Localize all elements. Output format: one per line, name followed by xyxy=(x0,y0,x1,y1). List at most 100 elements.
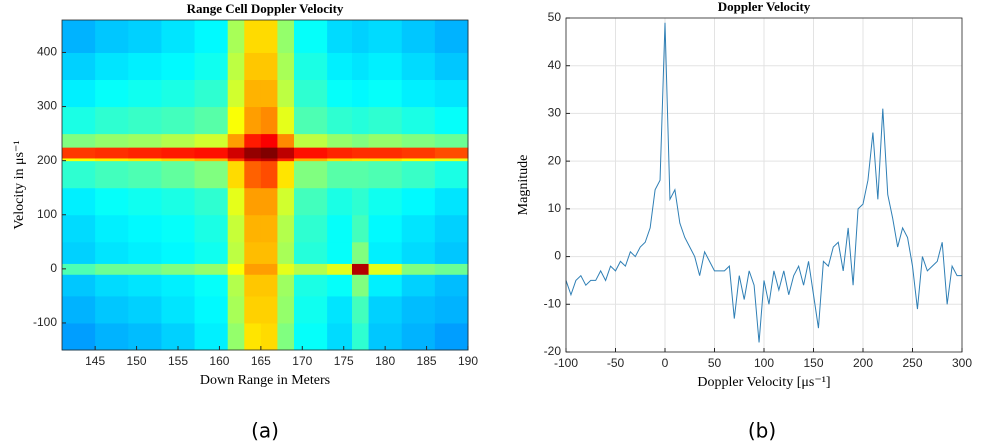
heatmap-cell xyxy=(227,20,245,53)
heatmap-cell xyxy=(352,160,370,189)
heatmap-cell xyxy=(352,187,370,216)
heatmap-cell xyxy=(194,52,229,81)
heatmap-cell xyxy=(128,322,162,351)
heatmap-cell xyxy=(62,106,96,135)
heatmap-cell xyxy=(161,133,196,148)
heatmap-cell xyxy=(434,106,469,135)
heatmap-cell xyxy=(368,106,403,135)
y-tick-label: 200 xyxy=(37,153,57,167)
heatmap-cell xyxy=(260,187,278,216)
heatmap-cell xyxy=(244,214,262,243)
heatmap-cell xyxy=(401,241,436,264)
heatmap-cell xyxy=(227,274,245,297)
y-tick-label: 100 xyxy=(37,207,57,221)
heatmap-cell xyxy=(368,52,403,81)
heatmap-cell xyxy=(294,263,328,275)
heatmap-cell xyxy=(95,147,129,159)
heatmap-cell xyxy=(434,157,469,162)
heatmap-cell xyxy=(294,214,328,243)
heatmap-cell xyxy=(194,133,229,148)
heatmap-cell xyxy=(260,241,278,264)
heatmap-cell xyxy=(401,79,436,108)
heatmap-cell xyxy=(244,106,262,135)
x-axis-label: Doppler Velocity [μs⁻¹] xyxy=(697,375,830,390)
heatmap-cell xyxy=(327,263,353,275)
heatmap-cell xyxy=(352,79,370,108)
heatmap-cell xyxy=(368,160,403,189)
heatmap-cell xyxy=(161,263,196,275)
x-tick-label: 0 xyxy=(662,356,669,370)
heatmap-cell xyxy=(161,160,196,189)
heatmap-cell xyxy=(62,157,96,162)
heatmap-cell xyxy=(260,263,278,275)
heatmap-cell xyxy=(227,295,245,324)
heatmap-cell xyxy=(227,147,245,159)
heatmap-cell xyxy=(401,52,436,81)
heatmap-cell xyxy=(434,322,469,351)
heatmap-cell xyxy=(401,187,436,216)
heatmap-cell xyxy=(327,322,353,351)
heatmap-cell xyxy=(227,214,245,243)
heatmap-cell xyxy=(161,214,196,243)
heatmap-cell xyxy=(62,322,96,351)
heatmap-cell xyxy=(352,263,370,275)
heatmap-cell xyxy=(227,160,245,189)
heatmap-cell xyxy=(194,263,229,275)
heatmap-cell xyxy=(294,241,328,264)
heatmap-cell xyxy=(128,52,162,81)
heatmap-cell xyxy=(277,241,295,264)
heatmap-cell xyxy=(227,187,245,216)
heatmap-cell xyxy=(161,106,196,135)
heatmap-cell xyxy=(260,133,278,148)
heatmap-cell xyxy=(368,322,403,351)
heatmap-cell xyxy=(294,106,328,135)
heatmap-cell xyxy=(434,274,469,297)
heatmap-cell xyxy=(434,79,469,108)
heatmap-cell xyxy=(352,52,370,81)
heatmap-cell xyxy=(434,20,469,53)
x-tick-label: 165 xyxy=(251,354,271,368)
heatmap-cell xyxy=(294,295,328,324)
heatmap-cell xyxy=(294,79,328,108)
caption: (b) xyxy=(748,419,776,443)
heatmap-cell xyxy=(352,106,370,135)
heatmap-cell xyxy=(434,187,469,216)
heatmap-cell xyxy=(368,214,403,243)
y-tick-label: 0 xyxy=(50,261,57,275)
heatmap-cell xyxy=(227,133,245,148)
y-tick-label: 0 xyxy=(554,249,561,263)
heatmap-cell xyxy=(368,20,403,53)
x-tick-label: 100 xyxy=(754,356,774,370)
heatmap-cell xyxy=(327,187,353,216)
chart-title: Range Cell Doppler Velocity xyxy=(187,1,344,16)
heatmap-cell xyxy=(62,52,96,81)
heatmap-cell xyxy=(161,241,196,264)
heatmap-cell xyxy=(277,20,295,53)
heatmap-cell xyxy=(327,157,353,162)
heatmap-cell xyxy=(227,322,245,351)
y-tick-label: -100 xyxy=(33,315,57,329)
heatmap-cell xyxy=(161,322,196,351)
heatmap-cell xyxy=(95,160,129,189)
heatmap-cell xyxy=(294,322,328,351)
heatmap-cell xyxy=(128,79,162,108)
heatmap-cell xyxy=(352,322,370,351)
heatmap-cell xyxy=(194,79,229,108)
heatmap-cell xyxy=(244,322,262,351)
heatmap-cell xyxy=(277,214,295,243)
heatmap-cell xyxy=(401,322,436,351)
heatmap-cell xyxy=(368,133,403,148)
heatmap-cell xyxy=(368,79,403,108)
heatmap-cell xyxy=(227,79,245,108)
heatmap-cell xyxy=(95,187,129,216)
x-tick-label: 50 xyxy=(708,356,722,370)
heatmap-cell xyxy=(194,157,229,162)
heatmap-cell xyxy=(401,106,436,135)
heatmap-cell xyxy=(62,79,96,108)
x-tick-label: -50 xyxy=(607,356,625,370)
heatmap-cell xyxy=(244,187,262,216)
heatmap-cell xyxy=(294,160,328,189)
heatmap-cell xyxy=(62,147,96,159)
heatmap-cell xyxy=(277,79,295,108)
